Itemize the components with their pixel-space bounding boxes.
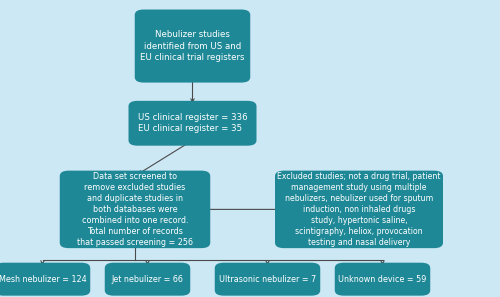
FancyBboxPatch shape: [215, 263, 320, 296]
FancyBboxPatch shape: [134, 10, 250, 83]
Text: Excluded studies; not a drug trial, patient
management study using multiple
nebu: Excluded studies; not a drug trial, pati…: [277, 172, 441, 247]
Text: Ultrasonic nebulizer = 7: Ultrasonic nebulizer = 7: [219, 275, 316, 284]
FancyBboxPatch shape: [275, 170, 443, 248]
FancyBboxPatch shape: [105, 263, 190, 296]
Text: Nebulizer studies
identified from US and
EU clinical trial registers: Nebulizer studies identified from US and…: [140, 30, 245, 62]
Text: Jet nebulizer = 66: Jet nebulizer = 66: [112, 275, 184, 284]
FancyBboxPatch shape: [128, 101, 256, 146]
Text: Unknown device = 59: Unknown device = 59: [338, 275, 426, 284]
Text: Mesh nebulizer = 124: Mesh nebulizer = 124: [0, 275, 86, 284]
FancyBboxPatch shape: [335, 263, 430, 296]
Text: US clinical register = 336
EU clinical register = 35: US clinical register = 336 EU clinical r…: [138, 113, 248, 133]
Text: Data set screened to
remove excluded studies
and duplicate studies in
both datab: Data set screened to remove excluded stu…: [77, 172, 193, 247]
FancyBboxPatch shape: [0, 263, 90, 296]
FancyBboxPatch shape: [60, 170, 210, 248]
